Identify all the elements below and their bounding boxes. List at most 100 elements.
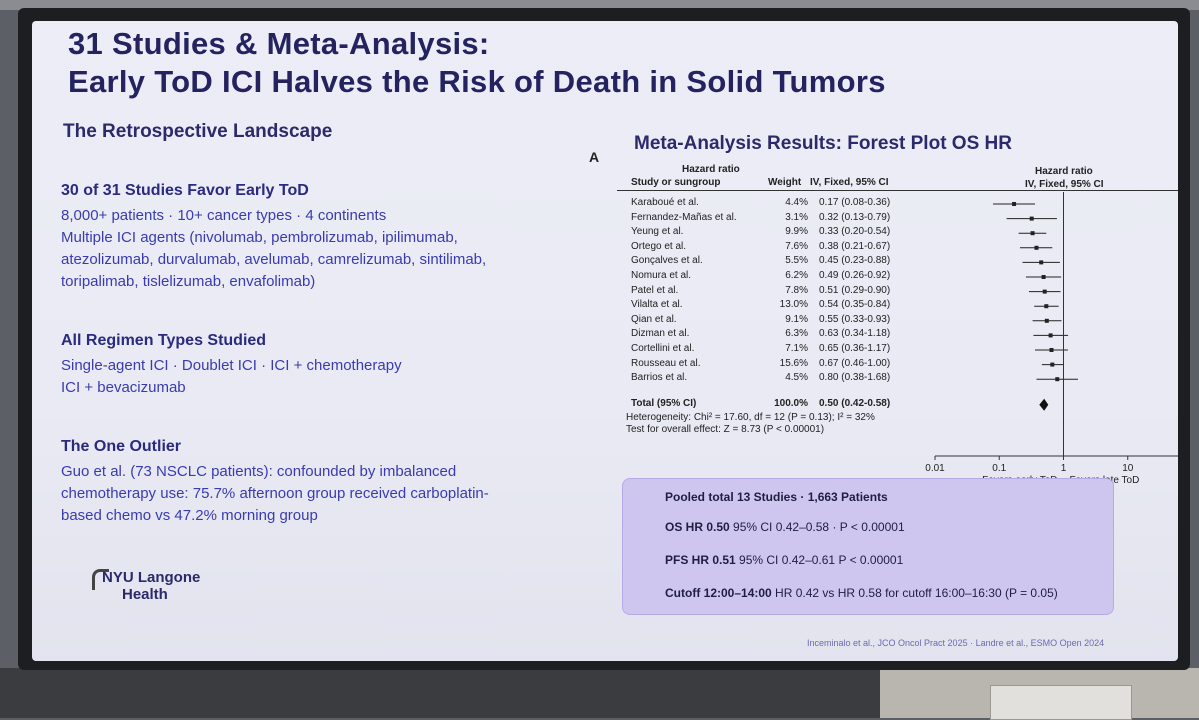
study-name: Yeung et al. — [631, 226, 684, 238]
study-weight: 7.8% — [785, 284, 808, 296]
study-hr-ci: 0.63 (0.34-1.18) — [819, 328, 891, 340]
section-1-line: toripalimab, tislelizumab, envafolimab) — [61, 273, 316, 290]
wall-outlet — [990, 685, 1132, 720]
section-1-line: atezolizumab, durvalumab, avelumab, camr… — [61, 251, 487, 268]
study-weight: 3.1% — [785, 211, 808, 223]
summary-line-3: PFS HR 0.51 95% CI 0.42–0.61 P < 0.00001 — [665, 553, 904, 567]
section-1-line: 8,000+ patients · 10+ cancer types · 4 c… — [61, 207, 387, 224]
header-plot-sub: IV, Fixed, 95% CI — [1025, 179, 1104, 190]
study-name: Cortellini et al. — [631, 343, 695, 354]
study-weight: 4.4% — [785, 197, 808, 208]
study-weight: 4.5% — [785, 372, 808, 384]
study-point — [1049, 348, 1054, 352]
x-tick-label: 0.1 — [992, 463, 1006, 474]
forest-panel-label: A — [589, 149, 600, 165]
section-3-body: Guo et al. (73 NSCLC patients): confound… — [61, 461, 581, 527]
total-hr-ci: 0.50 (0.42-0.58) — [819, 397, 891, 409]
study-weight: 13.0% — [779, 299, 808, 311]
slide: 31 Studies & Meta-Analysis: Early ToD IC… — [32, 21, 1178, 661]
study-hr-ci: 0.54 (0.35-0.84) — [819, 299, 891, 311]
study-point — [1041, 275, 1046, 279]
x-tick-label: 10 — [1122, 463, 1134, 474]
slide-title: 31 Studies & Meta-Analysis: Early ToD IC… — [68, 25, 886, 101]
subtitle-left: The Retrospective Landscape — [63, 121, 333, 142]
logo-text-line-1: NYU Langone — [102, 569, 201, 586]
study-point — [1042, 289, 1047, 294]
study-hr-ci: 0.55 (0.33-0.93) — [819, 313, 891, 325]
study-weight: 6.2% — [785, 270, 808, 281]
title-line-1: 31 Studies & Meta-Analysis: — [68, 26, 490, 61]
header-study: Study or sungroup — [631, 177, 721, 188]
total-weight: 100.0% — [774, 397, 808, 409]
summary-line-2: OS HR 0.50 95% CI 0.42–0.58 · P < 0.0000… — [665, 520, 905, 534]
study-point — [1039, 260, 1044, 265]
study-weight: 9.1% — [785, 313, 808, 325]
forest-plot: Hazard ratio Study or sungroup Weight IV… — [587, 159, 1178, 486]
study-name: Dizman et al. — [631, 328, 690, 340]
section-3-line: Guo et al. (73 NSCLC patients): confound… — [61, 463, 457, 480]
logo-arc-icon — [92, 569, 109, 590]
header-plot-top: Hazard ratio — [1035, 166, 1093, 177]
study-hr-ci: 0.51 (0.29-0.90) — [819, 284, 891, 296]
heterogeneity-text: Heterogeneity: Chi² = 17.60, df = 12 (P … — [626, 411, 875, 423]
section-1-body: 8,000+ patients · 10+ cancer types · 4 c… — [61, 205, 581, 293]
study-name: Nomura et al. — [631, 270, 692, 281]
logo-text-line-2: Health — [122, 586, 168, 603]
subtitle-right: Meta-Analysis Results: Forest Plot OS HR — [634, 133, 1012, 154]
study-name: Rousseau et al. — [631, 357, 701, 369]
title-line-2: Early ToD ICI Halves the Risk of Death i… — [68, 64, 886, 99]
study-point — [1044, 318, 1049, 323]
study-point — [1055, 377, 1060, 382]
section-3-line: based chemo vs 47.2% morning group — [61, 507, 318, 524]
summary-box: Pooled total 13 Studies · 1,663 Patients… — [622, 478, 1114, 615]
study-hr-ci: 0.17 (0.08-0.36) — [819, 197, 891, 208]
study-hr-ci: 0.38 (0.21-0.67) — [819, 240, 891, 252]
section-2-line: ICI + bevacizumab — [61, 379, 186, 396]
section-2-body: Single-agent ICI · Doublet ICI · ICI + c… — [61, 355, 581, 399]
study-weight: 7.1% — [785, 343, 808, 354]
study-name: Patel et al. — [631, 284, 679, 296]
summary-line-4: Cutoff 12:00–14:00 HR 0.42 vs HR 0.58 fo… — [665, 586, 1058, 600]
study-name: Ortego et al. — [631, 240, 687, 252]
overall-effect-text: Test for overall effect: Z = 8.73 (P < 0… — [626, 423, 825, 435]
study-weight: 9.9% — [785, 226, 808, 238]
study-point — [1044, 304, 1049, 309]
x-tick-label: 0.01 — [925, 463, 945, 474]
header-weight: Weight — [768, 177, 802, 188]
section-3-line: chemotherapy use: 75.7% afternoon group … — [61, 485, 489, 502]
section-3-heading: The One Outlier — [61, 438, 182, 455]
study-hr-ci: 0.80 (0.38-1.68) — [819, 372, 891, 384]
study-weight: 7.6% — [785, 240, 808, 252]
section-2-heading: All Regimen Types Studied — [61, 332, 267, 349]
header-hr-top: Hazard ratio — [682, 164, 740, 175]
room-ceiling — [0, 0, 1199, 10]
study-name: Gonçalves et al. — [631, 255, 703, 267]
study-hr-ci: 0.49 (0.26-0.92) — [819, 270, 891, 281]
study-hr-ci: 0.67 (0.46-1.00) — [819, 357, 891, 369]
study-name: Barrios et al. — [631, 372, 688, 384]
total-diamond — [1039, 398, 1049, 411]
study-name: Karaboué et al. — [631, 197, 699, 208]
study-weight: 6.3% — [785, 328, 808, 340]
study-hr-ci: 0.32 (0.13-0.79) — [819, 211, 891, 223]
section-2-line: Single-agent ICI · Doublet ICI · ICI + c… — [61, 357, 402, 374]
x-tick-label: 1 — [1061, 463, 1067, 474]
study-hr-ci: 0.45 (0.23-0.88) — [819, 255, 891, 267]
summary-line-1: Pooled total 13 Studies · 1,663 Patients — [665, 490, 888, 504]
forest-plot-svg: 0.010.1110100Favors early ToDFavors late… — [925, 192, 1178, 486]
study-point — [1012, 202, 1017, 206]
section-1-line: Multiple ICI agents (nivolumab, pembroli… — [61, 229, 458, 246]
study-weight: 15.6% — [779, 357, 808, 369]
citation-footer: Inceminalo et al., JCO Oncol Pract 2025 … — [807, 638, 1105, 648]
total-label: Total (95% CI) — [631, 397, 697, 409]
header-rule — [617, 190, 1178, 191]
study-hr-ci: 0.65 (0.36-1.17) — [819, 343, 891, 354]
study-name: Qian et al. — [631, 313, 677, 325]
study-name: Vilalta et al. — [631, 299, 683, 311]
study-point — [1034, 245, 1039, 250]
section-1-heading: 30 of 31 Studies Favor Early ToD — [61, 182, 309, 199]
header-hr-sub: IV, Fixed, 95% CI — [810, 177, 889, 188]
study-point — [1048, 333, 1053, 338]
study-point — [1029, 216, 1034, 221]
study-point — [1050, 362, 1055, 367]
